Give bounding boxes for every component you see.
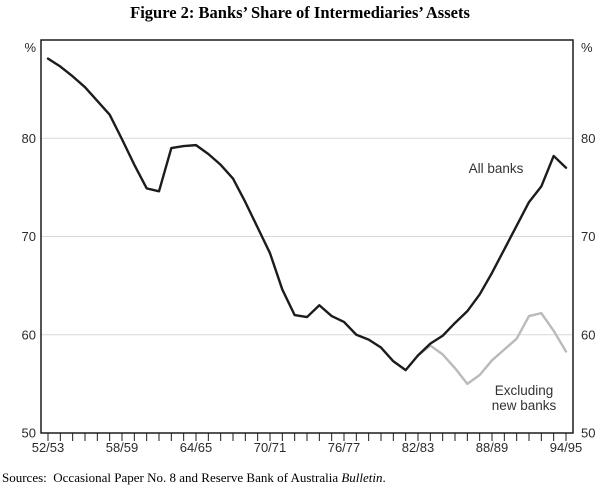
source-text: Sources: Occasional Paper No. 8 and Rese… <box>2 470 342 485</box>
chart-generated-layer: 50 50 60 60 70 70 80 80% % 52/53 58/59 64/65 70/71 76… <box>22 39 595 455</box>
source-period: . <box>382 470 386 485</box>
y-axis-label-left-70: 70 <box>22 229 36 244</box>
plot-border <box>40 39 574 434</box>
x-axis-label-94-95: 94/95 <box>550 440 583 455</box>
source-bulletin-italic: Bulletin <box>341 470 383 485</box>
excluding-new-banks-series-label-line2: new banks <box>492 398 557 413</box>
x-axis-label-58-59: 58/59 <box>106 440 139 455</box>
y-axis-unit-right: % <box>581 40 593 55</box>
x-axis-label-88-89: 88/89 <box>476 440 509 455</box>
y-axis-label-left-80: 80 <box>22 131 36 146</box>
y-axis-label-left-50: 50 <box>22 426 36 441</box>
x-axis-label-64-65: 64/65 <box>180 440 213 455</box>
x-axis-label-70-71: 70/71 <box>254 440 287 455</box>
series-line-excluding-new-banks <box>416 311 568 386</box>
y-axis-label-right-60: 60 <box>581 327 595 342</box>
x-axis-label-82-83: 82/83 <box>402 440 435 455</box>
excluding-new-banks-series-label-line1: Excluding <box>495 383 554 398</box>
y-axis-label-right-50: 50 <box>581 426 595 441</box>
x-axis-label-76-77: 76/77 <box>328 440 361 455</box>
source-note: Sources: Occasional Paper No. 8 and Rese… <box>2 470 598 486</box>
all-banks-series-label: All banks <box>469 161 524 176</box>
y-axis-label-right-70: 70 <box>581 229 595 244</box>
x-axis-label-52-53: 52/53 <box>32 440 65 455</box>
series-line-all-banks <box>46 57 568 372</box>
y-axis-unit-left: % <box>24 40 36 55</box>
figure-title: Figure 2: Banks’ Share of Intermediaries… <box>130 3 470 22</box>
y-axis-label-right-80: 80 <box>581 131 595 146</box>
y-axis-label-left-60: 60 <box>22 327 36 342</box>
